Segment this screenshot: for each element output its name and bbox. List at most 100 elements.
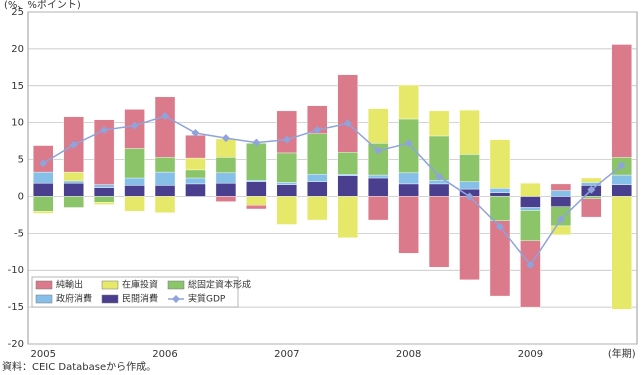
bar-segment — [611, 44, 632, 158]
bar-segment — [63, 196, 84, 208]
bar-segment — [520, 240, 541, 308]
bar-segment — [367, 108, 389, 144]
bar-segment — [337, 174, 358, 176]
x-tick-label: (年期) — [608, 347, 636, 360]
gdp-marker — [343, 119, 352, 128]
bar-segment — [93, 119, 115, 185]
bar-segment — [489, 196, 511, 221]
y-tick-label: 0 — [18, 191, 24, 202]
y-tick-label: -15 — [8, 302, 24, 313]
bar-segment — [33, 145, 54, 173]
bar-segment — [246, 205, 267, 210]
bar-segment — [246, 143, 267, 181]
bar-segment — [550, 196, 572, 207]
bar-segment — [307, 181, 328, 197]
bar-segment — [185, 157, 206, 171]
bar-segment — [154, 157, 176, 173]
bar-segment — [124, 185, 145, 197]
gdp-marker — [587, 185, 596, 194]
bar-segment — [93, 202, 115, 205]
gdp-marker — [161, 112, 170, 121]
bar-segment — [246, 181, 267, 197]
bar-segment — [398, 196, 419, 254]
bar-segment — [550, 183, 572, 191]
bar-segment — [246, 180, 267, 182]
bar-segment — [489, 192, 511, 197]
legend-label: 純輸出 — [56, 279, 83, 291]
bar-segment — [611, 184, 632, 197]
bar-segment — [63, 182, 84, 197]
bar-segment — [337, 151, 358, 175]
bar-segment — [489, 139, 511, 189]
y-axis-label: (%、%ポイント) — [4, 0, 81, 11]
bar-segment — [520, 196, 541, 208]
bar-segment — [154, 185, 176, 197]
bar-segment — [276, 196, 298, 225]
bar-segment — [154, 196, 176, 213]
legend-swatch — [167, 280, 185, 290]
bar-segment — [93, 196, 115, 203]
bar-segment — [337, 196, 358, 238]
gdp-marker — [100, 126, 109, 135]
legend-label: 政府消費 — [56, 293, 92, 305]
y-tick-label: 10 — [11, 118, 24, 129]
x-tick-label: 2009 — [518, 349, 543, 360]
bar-segment — [63, 171, 84, 182]
bar-segment — [337, 175, 358, 197]
bar-segment — [246, 196, 267, 206]
gdp-line — [42, 115, 623, 267]
bar-segment — [215, 172, 237, 184]
bar-segment — [489, 188, 511, 193]
gdp-marker — [556, 215, 565, 224]
bar-segment — [185, 135, 206, 159]
bar-segment — [33, 210, 54, 214]
bar-segment — [367, 196, 389, 221]
gdp-marker — [465, 192, 474, 201]
bar-segment — [185, 183, 206, 197]
legend-marker — [172, 295, 180, 303]
x-tick-label: 2007 — [274, 349, 299, 360]
source-note: 資料：CEIC Databaseから作成。 — [2, 360, 156, 373]
bar-segment — [428, 110, 450, 137]
x-tick-label: 2006 — [152, 349, 177, 360]
bar-segment — [124, 177, 145, 186]
gdp-marker — [130, 121, 139, 130]
gdp-marker — [495, 222, 504, 231]
gdp-marker — [526, 261, 535, 270]
bar-segment — [398, 84, 419, 120]
gdp-marker — [313, 126, 322, 135]
bar-segment — [124, 196, 145, 212]
bar-segment — [398, 172, 419, 185]
bar-segment — [124, 148, 145, 179]
bar-segment — [215, 182, 237, 197]
bar-segment — [428, 196, 450, 268]
bar-segment — [185, 169, 206, 179]
bar-segment — [307, 196, 328, 221]
y-tick-label: 20 — [11, 44, 24, 55]
bar-segment — [276, 110, 298, 154]
bar-segment — [520, 182, 541, 197]
x-tick-label: 2005 — [30, 349, 55, 360]
gdp-marker — [282, 135, 291, 144]
legend-label: 実質GDP — [188, 293, 226, 305]
legend-box — [31, 276, 239, 308]
legend-swatch — [101, 280, 119, 290]
bar-segment — [185, 177, 206, 185]
bar-segment — [307, 174, 328, 182]
bar-segment — [33, 182, 54, 197]
bar-segment — [459, 154, 480, 182]
gdp-marker — [435, 172, 444, 181]
bar-segment — [459, 196, 480, 281]
bar-segment — [63, 180, 84, 184]
y-tick-label: -5 — [14, 228, 24, 239]
gdp-marker — [374, 146, 383, 155]
bar-segment — [520, 207, 541, 211]
bar-segment — [520, 210, 541, 241]
bar-segment — [367, 174, 389, 179]
bar-segment — [33, 171, 54, 184]
bar-segment — [276, 152, 298, 183]
legend-label: 民間消費 — [122, 293, 158, 305]
bar-segment — [154, 171, 176, 186]
